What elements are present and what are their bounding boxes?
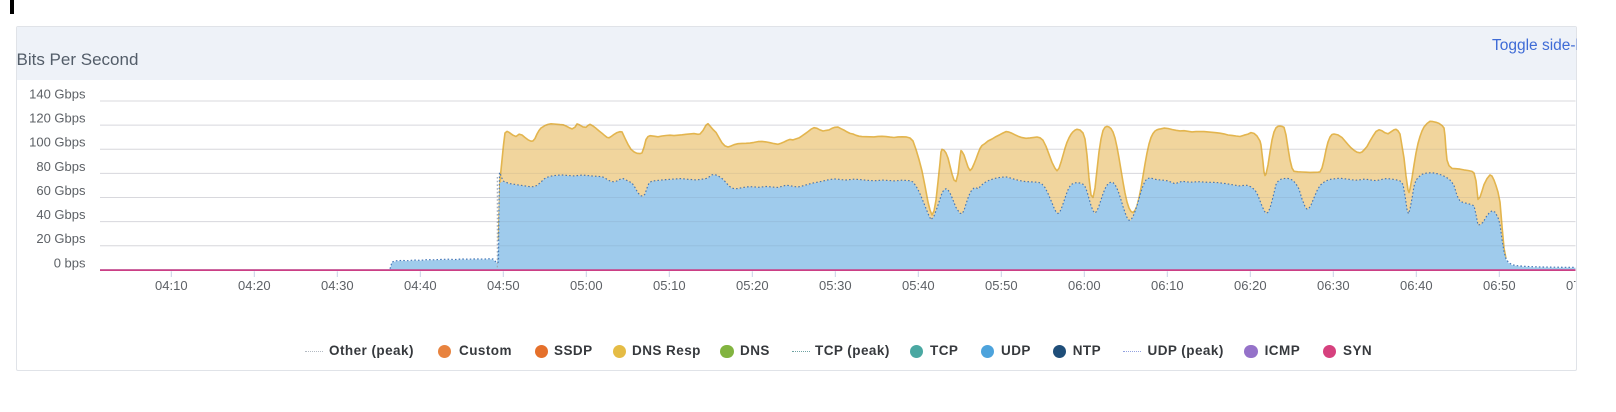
- svg-text:04:30: 04:30: [321, 278, 354, 293]
- svg-text:06:10: 06:10: [1151, 278, 1184, 293]
- svg-text:05:40: 05:40: [902, 278, 935, 293]
- svg-text:120 Gbps: 120 Gbps: [29, 111, 86, 126]
- svg-text:05:50: 05:50: [985, 278, 1018, 293]
- svg-text:05:30: 05:30: [819, 278, 852, 293]
- svg-text:140 Gbps: 140 Gbps: [29, 87, 86, 102]
- svg-text:60 Gbps: 60 Gbps: [36, 183, 86, 198]
- svg-text:05:10: 05:10: [653, 278, 686, 293]
- svg-text:05:20: 05:20: [736, 278, 769, 293]
- svg-text:20 Gbps: 20 Gbps: [36, 231, 86, 246]
- svg-text:04:40: 04:40: [404, 278, 437, 293]
- svg-text:80 Gbps: 80 Gbps: [36, 159, 86, 174]
- svg-text:06:40: 06:40: [1400, 278, 1433, 293]
- svg-text:07:00: 07:00: [1566, 278, 1599, 293]
- svg-text:100 Gbps: 100 Gbps: [29, 135, 86, 150]
- svg-text:06:30: 06:30: [1317, 278, 1350, 293]
- svg-text:05:00: 05:00: [570, 278, 603, 293]
- svg-text:06:00: 06:00: [1068, 278, 1101, 293]
- svg-text:06:50: 06:50: [1483, 278, 1516, 293]
- svg-text:0 bps: 0 bps: [54, 255, 86, 270]
- svg-text:04:10: 04:10: [155, 278, 188, 293]
- svg-text:04:20: 04:20: [238, 278, 271, 293]
- svg-text:40 Gbps: 40 Gbps: [36, 207, 86, 222]
- svg-text:04:50: 04:50: [487, 278, 520, 293]
- svg-text:06:20: 06:20: [1234, 278, 1267, 293]
